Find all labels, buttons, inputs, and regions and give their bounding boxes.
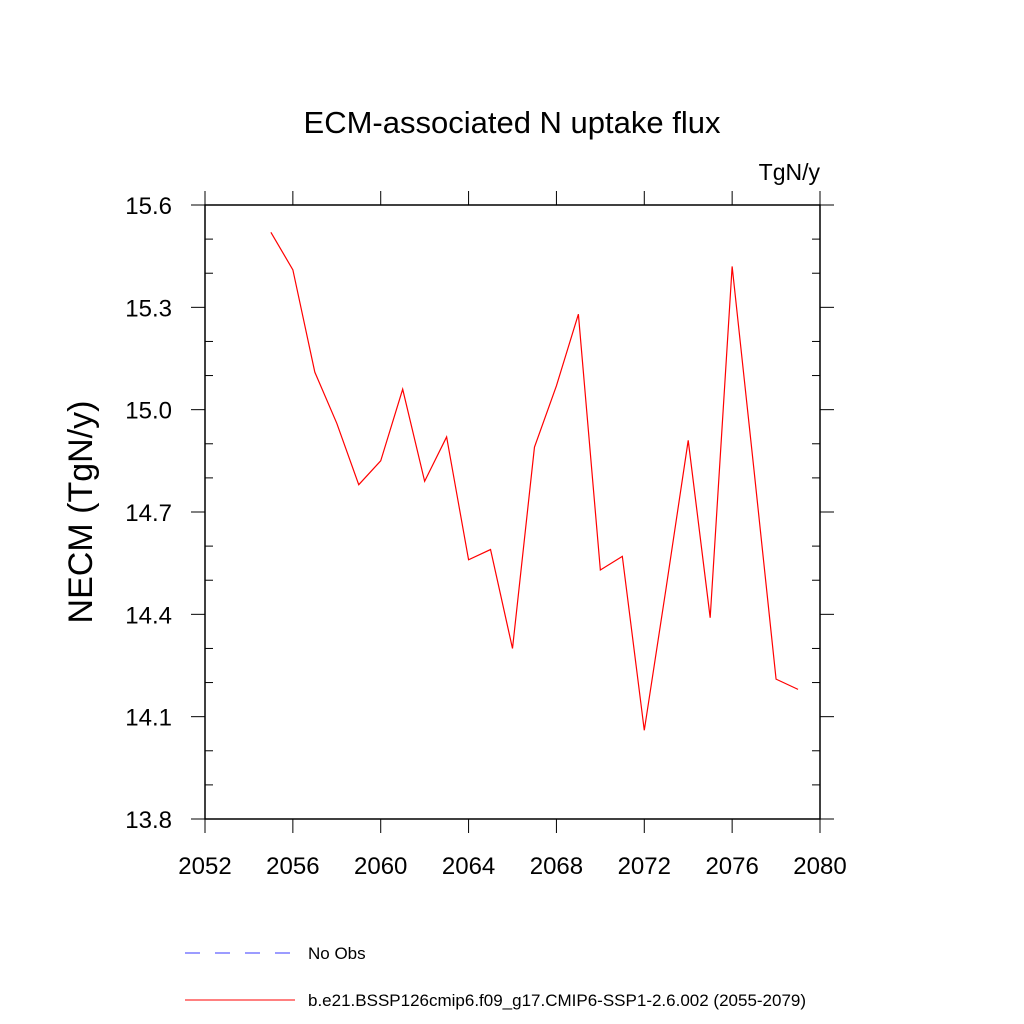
y-tick-label: 15.0 — [125, 398, 172, 425]
legend-label-model: b.e21.BSSP126cmip6.f09_g17.CMIP6-SSP1-2.… — [308, 991, 806, 1010]
legend-label-no-obs: No Obs — [308, 944, 366, 963]
x-tick-label: 2064 — [442, 853, 495, 880]
x-tick-label: 2076 — [705, 853, 758, 880]
x-tick-label: 2068 — [530, 853, 583, 880]
x-tick-label: 2072 — [618, 853, 671, 880]
plot-border — [204, 204, 821, 820]
chart-title: ECM-associated N uptake flux — [304, 105, 721, 140]
y-tick-label: 14.1 — [125, 705, 172, 732]
x-tick-labels: 2052 2056 2060 2064 2068 2072 2076 2080 — [178, 853, 846, 880]
y-tick-label: 15.3 — [125, 295, 172, 322]
legend: No Obs b.e21.BSSP126cmip6.f09_g17.CMIP6-… — [185, 944, 806, 1010]
y-tick-label: 13.8 — [125, 807, 172, 834]
x-tick-label: 2056 — [266, 853, 319, 880]
plot-frame — [204, 204, 821, 820]
y-tick-label: 15.6 — [125, 193, 172, 220]
y-tick-label: 14.7 — [125, 500, 172, 527]
axis-ticks — [191, 191, 834, 833]
units-label: TgN/y — [759, 159, 821, 185]
series-line-0 — [270, 231, 799, 731]
y-axis-label: NECM (TgN/y) — [62, 401, 100, 624]
y-tick-labels: 13.8 14.1 14.4 14.7 15.0 15.3 15.6 — [125, 193, 172, 834]
x-tick-label: 2052 — [178, 853, 231, 880]
series-layer — [270, 231, 799, 731]
y-tick-label: 14.4 — [125, 602, 172, 629]
x-tick-label: 2060 — [354, 853, 407, 880]
x-tick-label: 2080 — [793, 853, 846, 880]
